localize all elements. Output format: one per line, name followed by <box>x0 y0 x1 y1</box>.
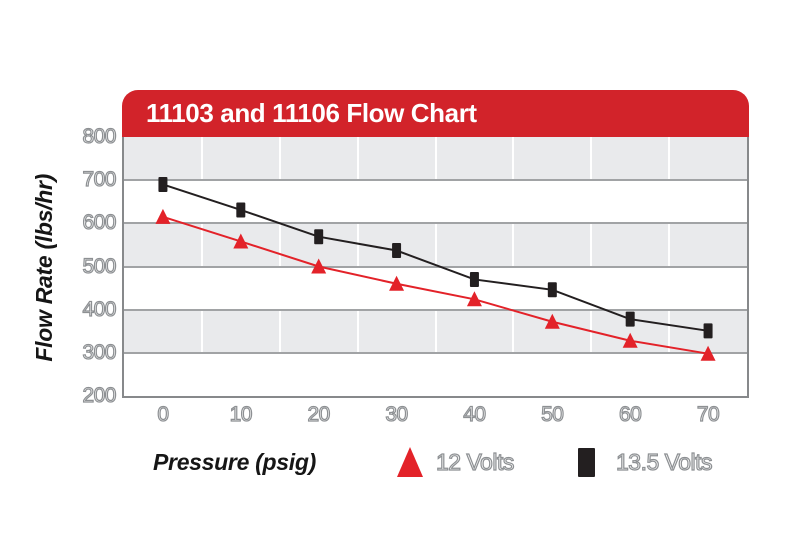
x-axis-ticks: 0 10 20 30 40 50 60 70 <box>122 402 749 428</box>
data-point-marker <box>233 233 249 249</box>
data-point-marker <box>314 229 324 245</box>
data-point-marker <box>469 271 479 287</box>
series-line-13-5-volts <box>162 183 709 332</box>
y-axis-title: Flow Rate (lbs/hr) <box>30 174 57 362</box>
y-tick-label: 700 <box>82 168 117 192</box>
x-tick-label: 60 <box>618 402 642 426</box>
horizontal-gridline <box>124 179 747 182</box>
x-tick-label: 0 <box>157 402 170 426</box>
y-tick-label: 600 <box>82 211 117 235</box>
data-point-marker <box>389 275 405 291</box>
x-tick-label: 10 <box>229 402 253 426</box>
series-plot <box>155 176 716 361</box>
x-tick-label: 20 <box>307 402 331 426</box>
y-tick-label: 400 <box>82 297 117 321</box>
legend-item-13-5-volts: 13.5 Volts <box>578 445 713 479</box>
square-marker-icon <box>578 447 595 477</box>
data-point-marker <box>392 243 402 259</box>
data-point-marker <box>700 345 716 361</box>
plot-area <box>122 137 749 398</box>
x-tick-label: 70 <box>696 402 720 426</box>
data-point-marker <box>466 291 482 307</box>
x-tick-label: 30 <box>385 402 409 426</box>
y-axis-ticks: 800 700 600 500 400 300 200 <box>56 125 117 407</box>
data-point-marker <box>155 208 171 224</box>
legend-item-12-volts: 12 Volts <box>397 445 515 479</box>
legend-label-12-volts: 12 Volts <box>435 448 515 475</box>
y-tick-label: 200 <box>82 384 117 407</box>
data-point-marker <box>703 323 713 339</box>
data-point-marker <box>622 332 638 348</box>
triangle-marker-icon <box>397 447 423 477</box>
chart-title-banner: 11103 and 11106 Flow Chart <box>122 90 749 137</box>
x-tick-label: 50 <box>541 402 565 426</box>
series-line-12-volts <box>162 215 709 355</box>
x-tick-label: 40 <box>463 402 487 426</box>
data-point-marker <box>625 311 635 327</box>
data-point-marker <box>236 202 246 218</box>
horizontal-gridline <box>124 265 747 268</box>
data-point-marker <box>544 313 560 329</box>
legend-label-13-5-volts: 13.5 Volts <box>615 448 713 475</box>
horizontal-gridline <box>124 308 747 311</box>
data-point-marker <box>547 282 557 298</box>
data-point-marker <box>311 258 327 274</box>
data-point-marker <box>158 176 168 192</box>
chart-title: 11103 and 11106 Flow Chart <box>146 98 477 128</box>
x-axis-title: Pressure (psig) <box>153 448 316 475</box>
horizontal-gridline <box>124 222 747 225</box>
y-tick-label: 800 <box>82 125 117 148</box>
y-tick-label: 500 <box>82 254 117 278</box>
horizontal-gridline <box>124 351 747 354</box>
y-tick-label: 300 <box>82 340 117 364</box>
